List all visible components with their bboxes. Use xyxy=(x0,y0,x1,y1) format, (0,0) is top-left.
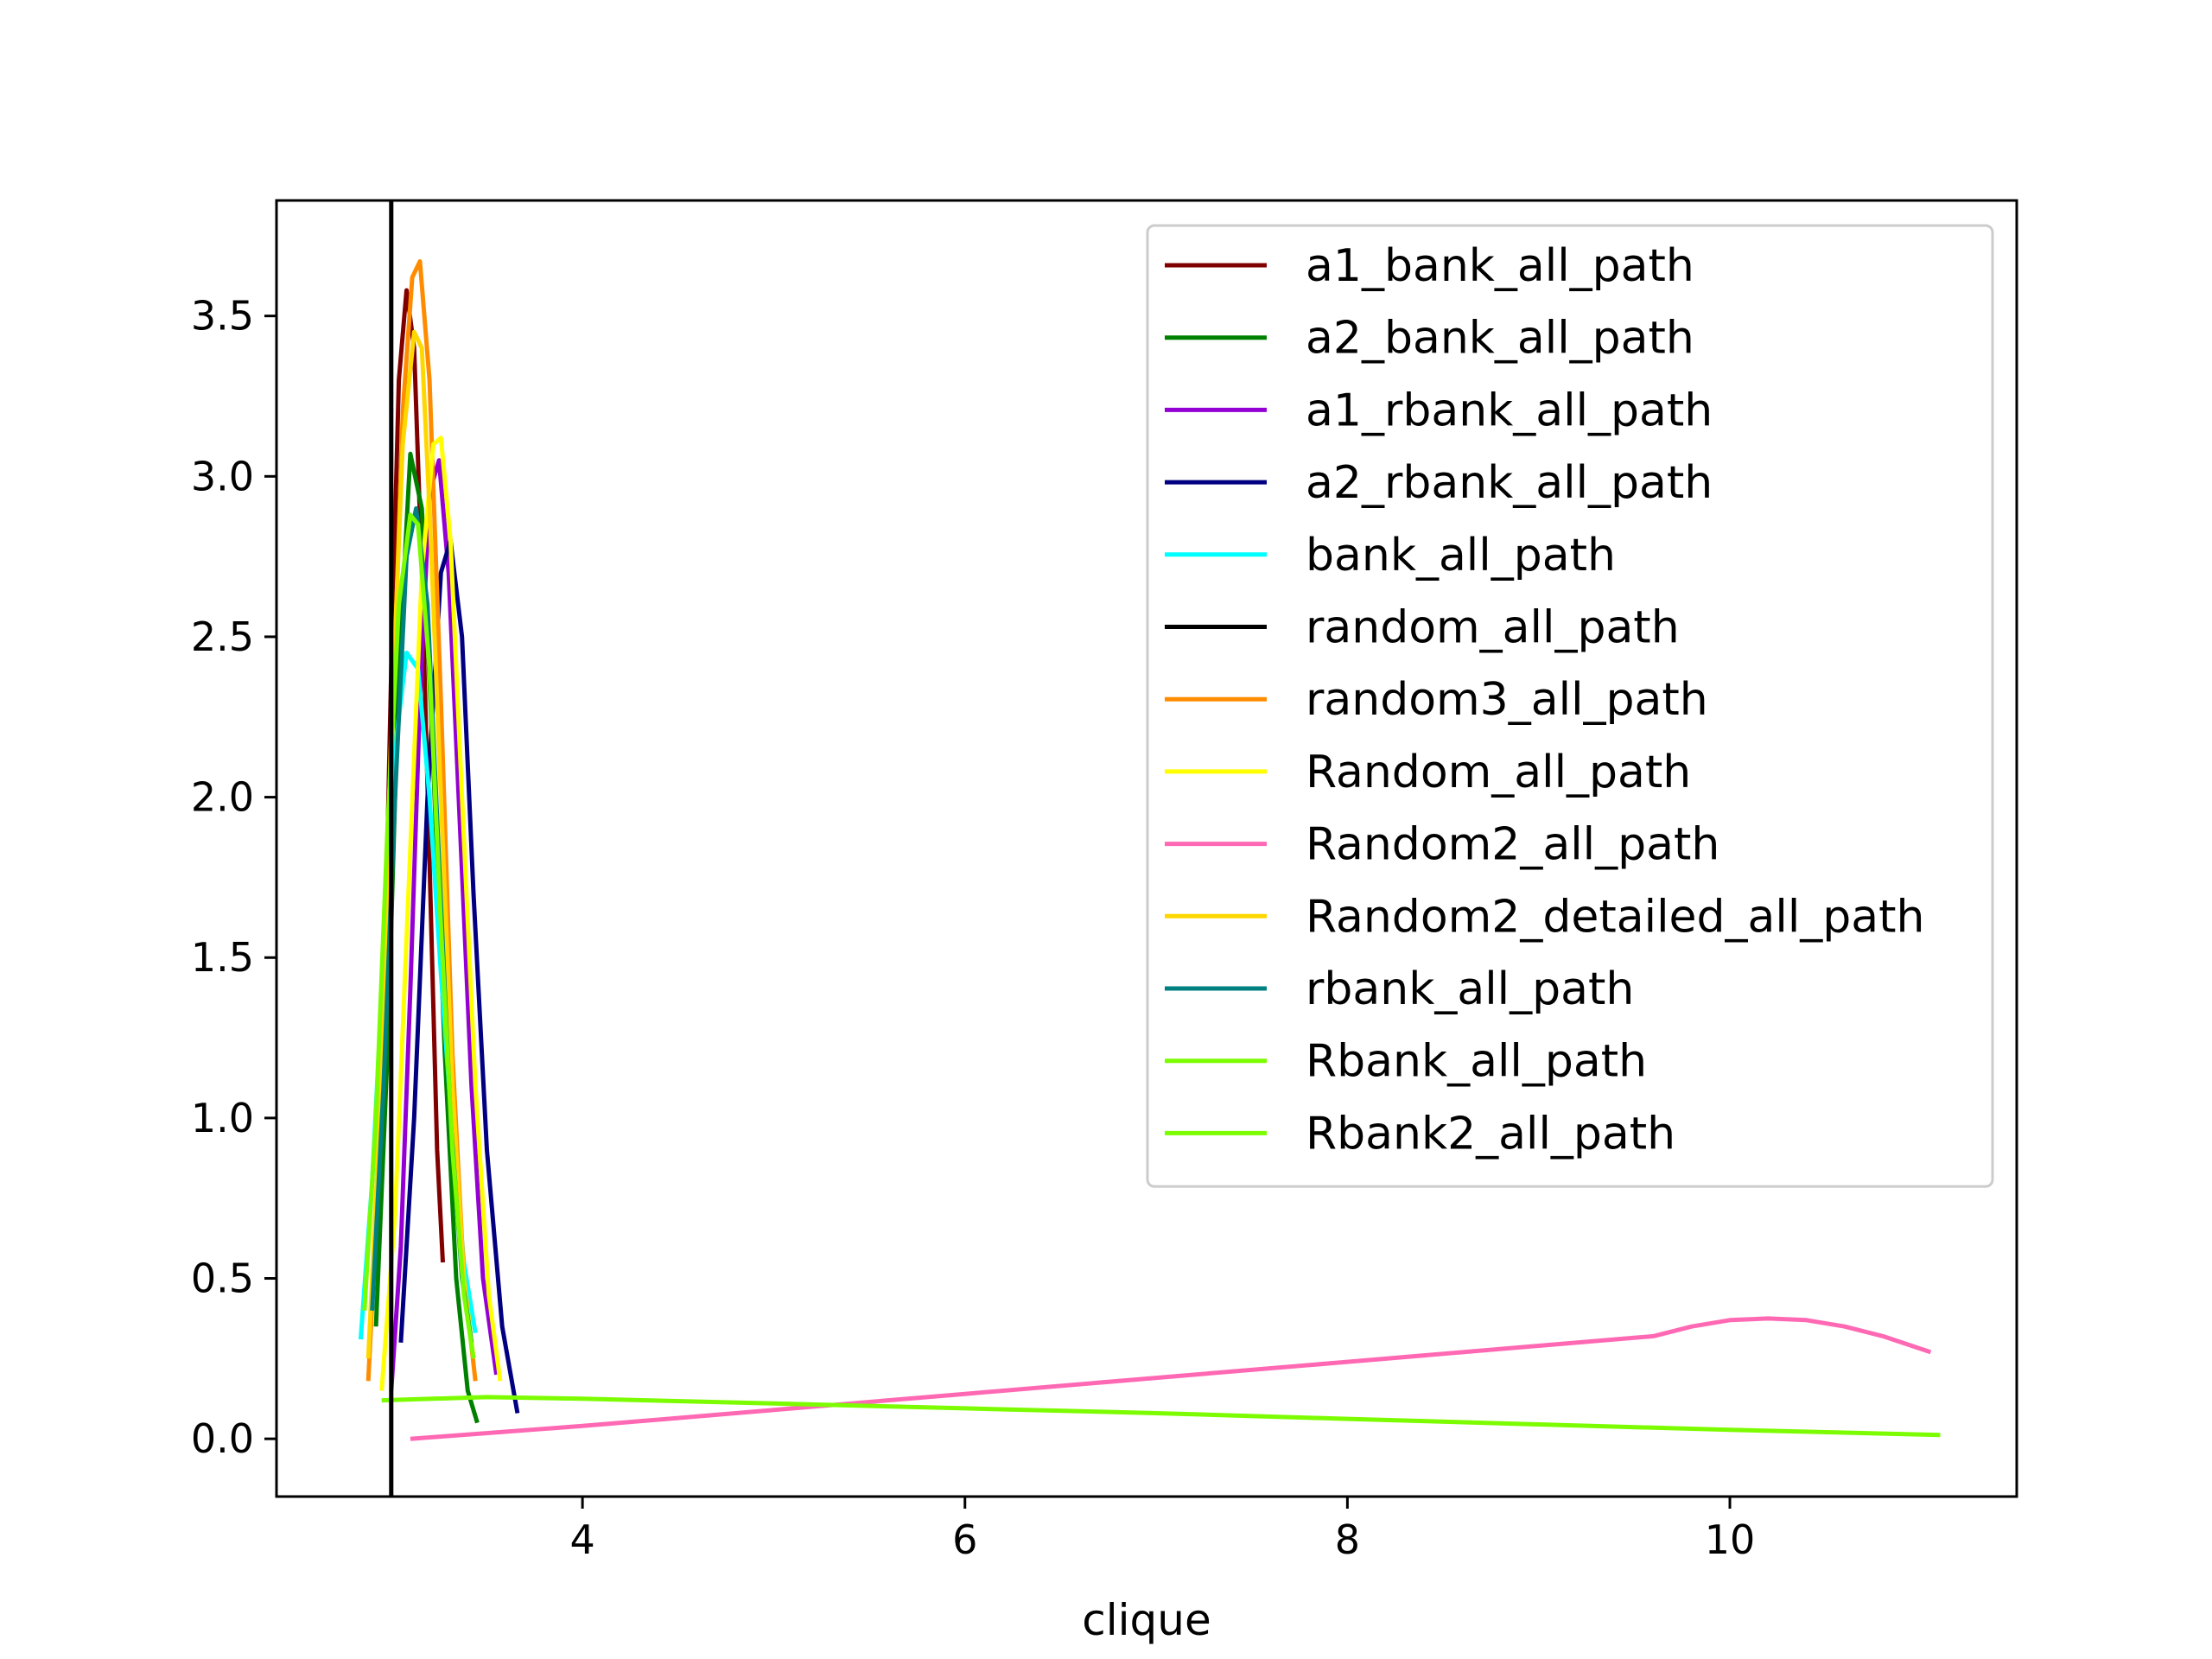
y-tick-label: 3.0 xyxy=(191,453,254,499)
legend-label: bank_all_path xyxy=(1306,530,1616,582)
legend-entry-random-all-path: random_all_path xyxy=(1165,602,1680,654)
legend-label: rbank_all_path xyxy=(1306,963,1634,1015)
series-line-a1-rbank-all-path xyxy=(389,458,499,1391)
y-tick-label: 2.5 xyxy=(191,613,254,660)
series-line-rbank-all-path xyxy=(362,512,476,1359)
legend-entry-a2-bank-all-path: a2_bank_all_path xyxy=(1165,313,1694,365)
y-axis: 0.0 0.5 1.0 1.5 2.0 2.5 3.0 3.5 xyxy=(191,293,276,1462)
legend-label: Rbank_all_path xyxy=(1306,1036,1647,1088)
legend-entry-random2-detailed-all-path: Random2_detailed_all_path xyxy=(1165,891,1925,943)
series-line-rbank2-all-path xyxy=(381,1395,1941,1438)
x-axis: 4 6 8 10 xyxy=(569,1497,1755,1563)
x-tick-label: 4 xyxy=(569,1516,594,1563)
legend-entry-rbank-all-path: Rbank_all_path xyxy=(1165,1036,1647,1088)
legend-label: Random2_all_path xyxy=(1306,819,1719,871)
legend-label: a2_rbank_all_path xyxy=(1306,457,1713,509)
legend-entry-a1-rbank-all-path: a1_rbank_all_path xyxy=(1165,385,1713,436)
plot-frame xyxy=(275,199,2018,1498)
legend-label: Random2_detailed_all_path xyxy=(1306,891,1925,943)
legend-label: a1_rbank_all_path xyxy=(1306,385,1713,436)
legend-frame xyxy=(1146,224,1994,1188)
legend-label: Rbank2_all_path xyxy=(1306,1108,1675,1160)
series-line-a2-rbank-all-path xyxy=(398,538,520,1414)
legend-label: random3_all_path xyxy=(1306,674,1708,726)
legend-entry-bank-all-path: bank_all_path xyxy=(1165,530,1616,582)
y-tick-label: 3.5 xyxy=(191,293,254,340)
legend-label: a2_bank_all_path xyxy=(1306,313,1694,365)
y-tick-label: 0.5 xyxy=(191,1255,254,1302)
legend-entry-random2-all-path: Random2_all_path xyxy=(1165,819,1719,871)
y-tick-label: 0.0 xyxy=(191,1415,254,1462)
legend-label: random_all_path xyxy=(1306,602,1680,654)
y-tick-label: 2.0 xyxy=(191,774,254,821)
x-axis-label: clique xyxy=(1082,1595,1211,1645)
x-tick-label: 10 xyxy=(1705,1516,1756,1563)
x-tick-label: 6 xyxy=(952,1516,977,1563)
series-line-random-all-path xyxy=(379,435,503,1391)
legend-entry-a1-bank-all-path: a1_bank_all_path xyxy=(1165,240,1694,292)
plot-area xyxy=(358,200,1941,1497)
series-layer xyxy=(358,259,1941,1441)
legend-entry-a2-rbank-all-path: a2_rbank_all_path xyxy=(1165,457,1713,509)
y-tick-label: 1.5 xyxy=(191,934,254,981)
y-tick-label: 1.0 xyxy=(191,1095,254,1141)
legend-entry-random-all-path: Random_all_path xyxy=(1165,747,1691,798)
legend-entry-random3-all-path: random3_all_path xyxy=(1165,674,1708,726)
legend-entry-rbank2-all-path: Rbank2_all_path xyxy=(1165,1108,1675,1160)
legend-label: a1_bank_all_path xyxy=(1306,240,1694,292)
x-tick-label: 8 xyxy=(1335,1516,1360,1563)
legend-entry-rbank-all-path: rbank_all_path xyxy=(1165,963,1634,1015)
legend-label: Random_all_path xyxy=(1306,747,1691,798)
legend: a1_bank_all_path a2_bank_all_path a1_rbank… xyxy=(1146,224,1994,1188)
